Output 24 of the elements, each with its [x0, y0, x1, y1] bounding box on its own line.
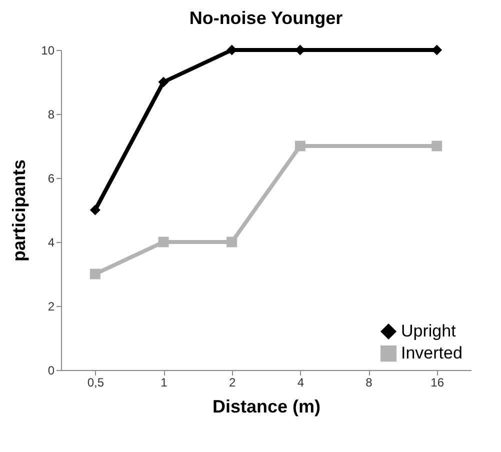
- x-tick-label: 1: [160, 376, 168, 390]
- x-tick-label: 8: [366, 376, 373, 390]
- y-tick-label: 0: [48, 364, 55, 378]
- point: [90, 268, 100, 280]
- x-tick-label: 0,5: [87, 376, 104, 390]
- chart-title: No-noise Younger: [189, 8, 343, 28]
- legend-label: Inverted: [401, 344, 462, 362]
- y-tick-label: 10: [41, 44, 55, 58]
- y-axis-title: participants: [9, 159, 30, 262]
- point: [90, 204, 100, 216]
- y-tick-label: 6: [48, 172, 55, 186]
- legend-label: Upright: [401, 322, 456, 340]
- x-tick-label: 4: [297, 376, 304, 390]
- y-tick-label: 8: [48, 108, 55, 122]
- point: [158, 76, 169, 88]
- point: [432, 140, 442, 152]
- point: [158, 236, 169, 248]
- x-tick-label: 16: [430, 376, 444, 390]
- point: [226, 236, 238, 248]
- x-tick-label: 2: [228, 376, 236, 390]
- y-tick-label: 2: [48, 300, 55, 314]
- y-tick-label: 4: [48, 236, 55, 250]
- x-axis-title: Distance (m): [212, 396, 321, 416]
- point: [294, 140, 306, 152]
